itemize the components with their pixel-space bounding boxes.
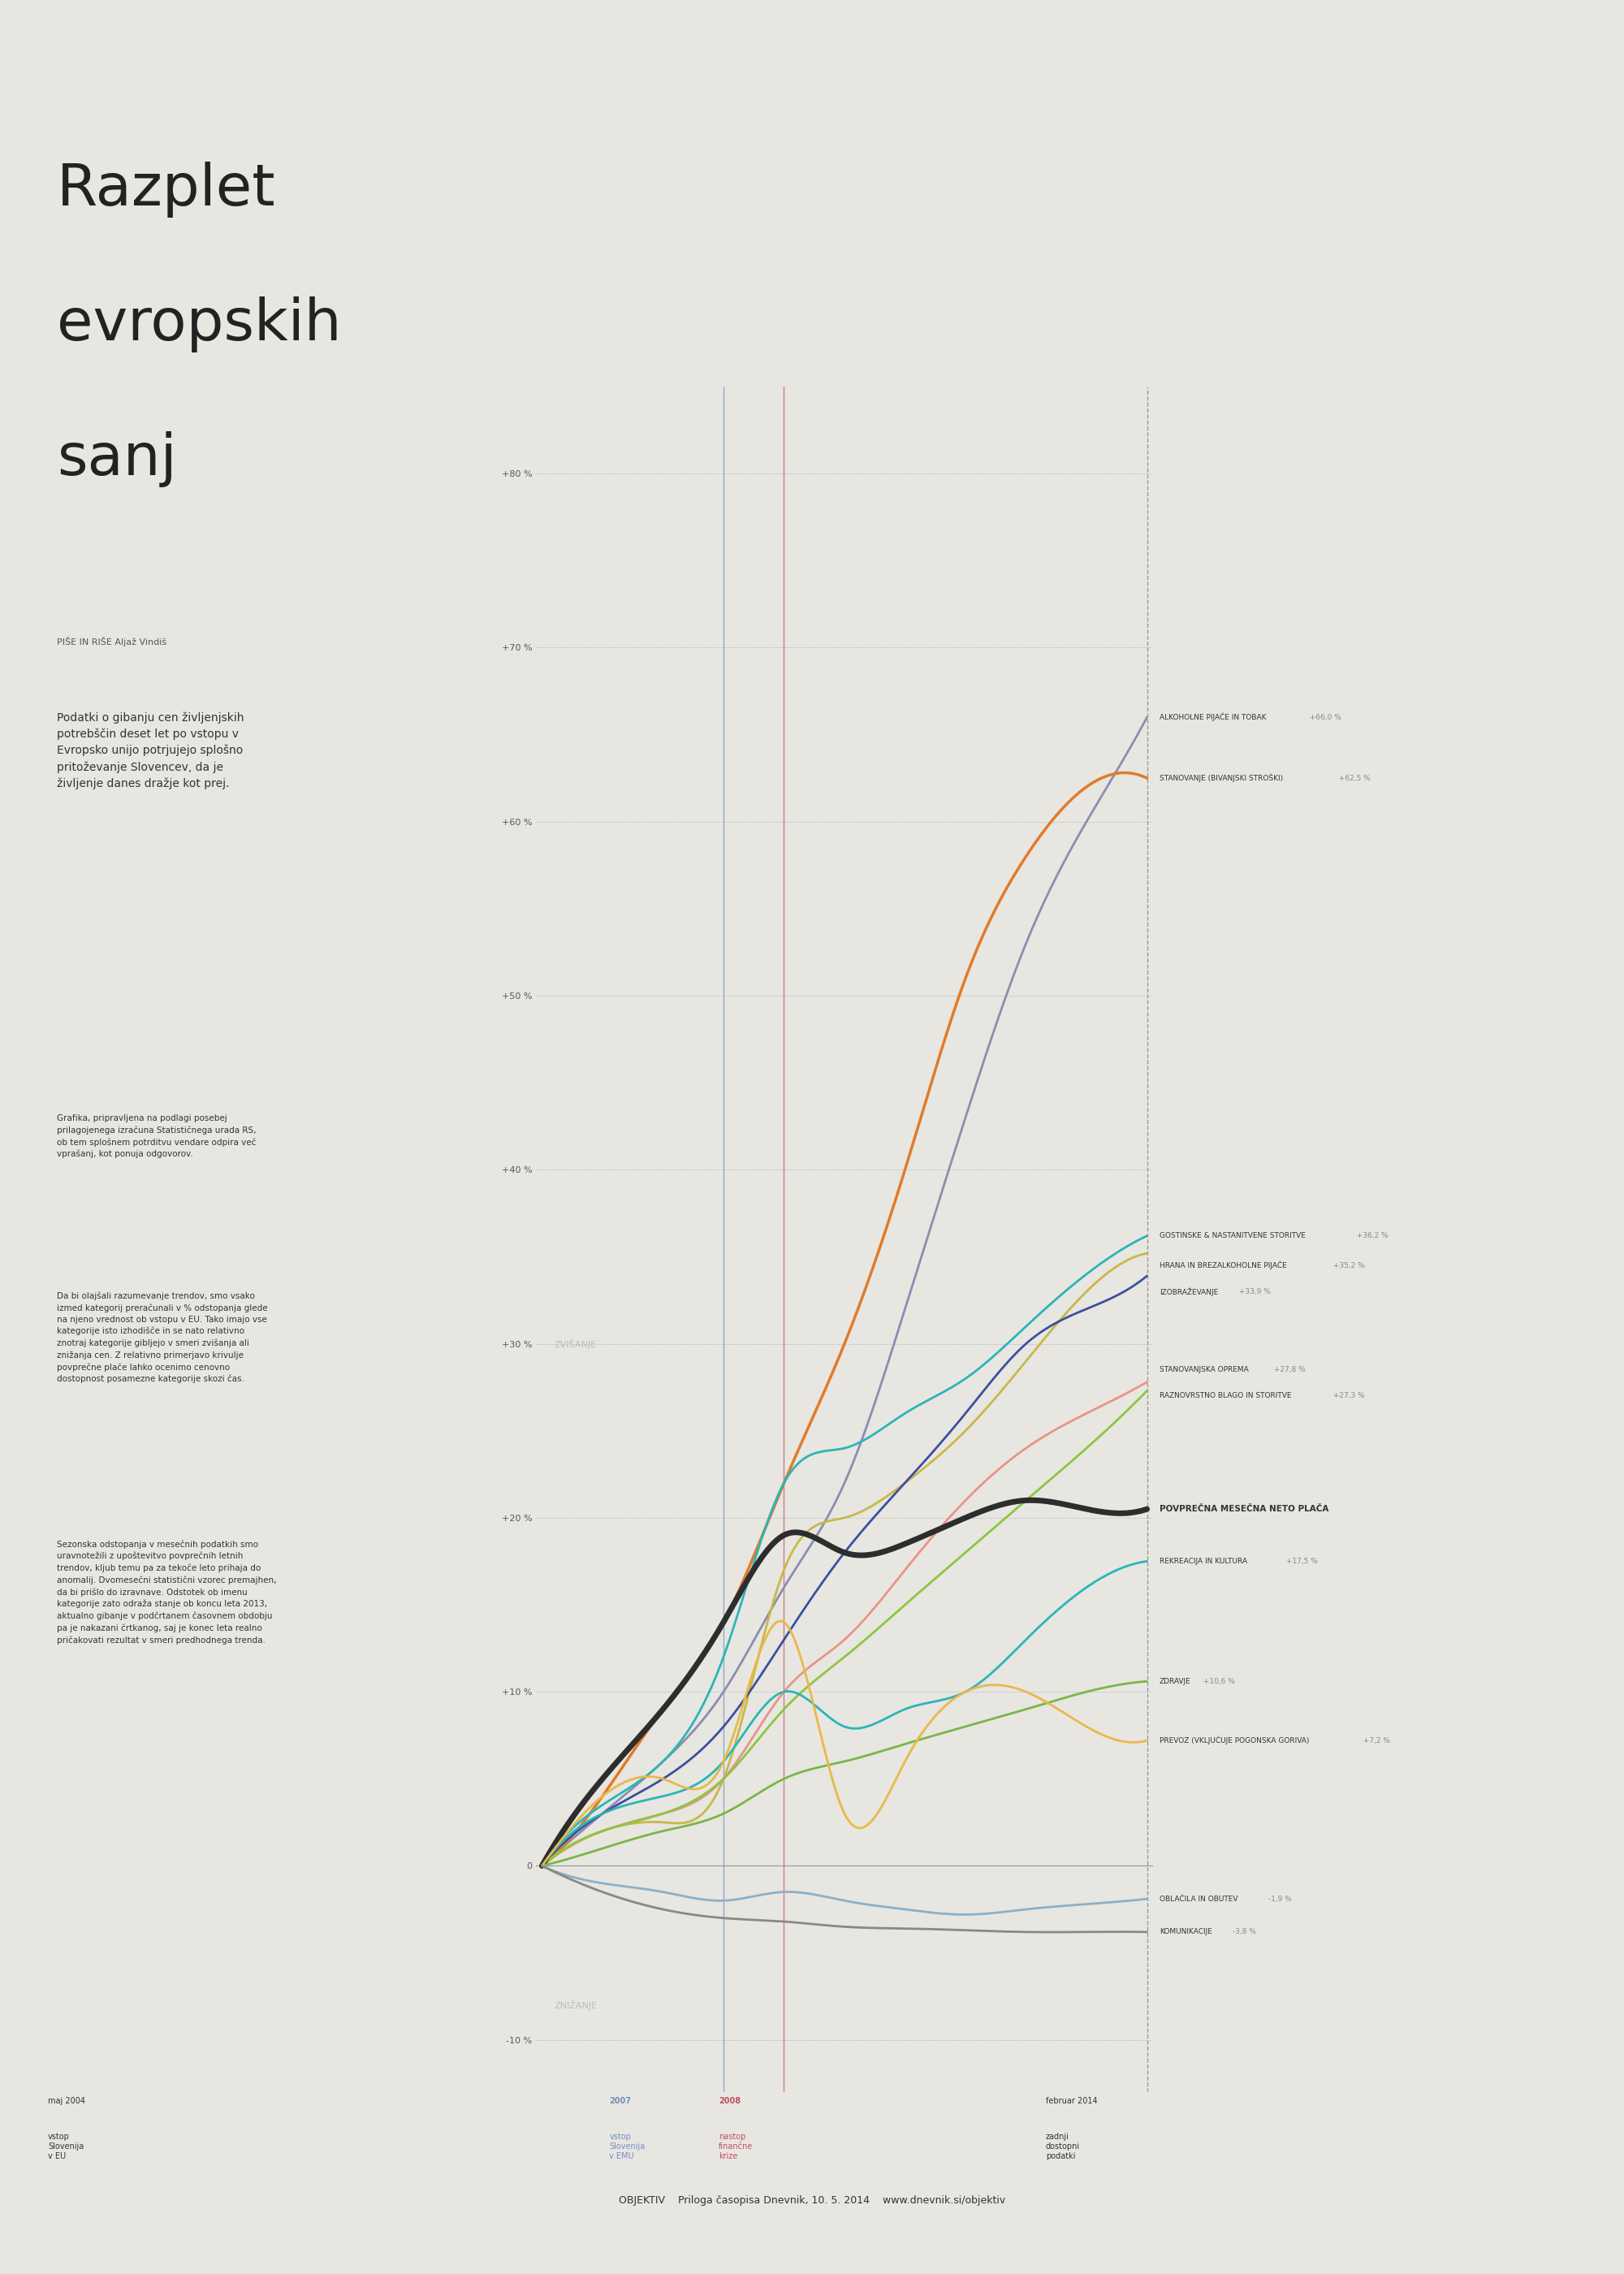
Text: -1,9 %: -1,9 % xyxy=(1267,1894,1291,1903)
Text: ZNIŽANJE: ZNIŽANJE xyxy=(554,2001,598,2010)
Text: PIŠE IN RIŠE Aljaž Vindiš: PIŠE IN RIŠE Aljaž Vindiš xyxy=(57,637,167,646)
Text: RAZNOVRSTNO BLAGO IN STORITVE: RAZNOVRSTNO BLAGO IN STORITVE xyxy=(1160,1392,1291,1399)
Text: +33,9 %: +33,9 % xyxy=(1236,1287,1270,1296)
Text: POVPREČNA MESEČNA NETO PLAČA: POVPREČNA MESEČNA NETO PLAČA xyxy=(1160,1505,1328,1512)
Text: evropskih: evropskih xyxy=(57,296,341,352)
Text: REKREACIJA IN KULTURA: REKREACIJA IN KULTURA xyxy=(1160,1558,1247,1565)
Text: februar 2014: februar 2014 xyxy=(1046,2097,1098,2106)
Text: +10,6 %: +10,6 % xyxy=(1200,1678,1234,1685)
Text: HRANA IN BREZALKOHOLNE PIJAČE: HRANA IN BREZALKOHOLNE PIJAČE xyxy=(1160,1262,1286,1269)
Text: ALKOHOLNE PIJAČE IN TOBAK: ALKOHOLNE PIJAČE IN TOBAK xyxy=(1160,714,1267,721)
Text: Sezonska odstopanja v mesečnih podatkih smo
uravnotežili z upoštevitvo povprečni: Sezonska odstopanja v mesečnih podatkih … xyxy=(57,1539,276,1644)
Text: Grafika, pripravljena na podlagi posebej
prilagojenega izračuna Statističnega ur: Grafika, pripravljena na podlagi posebej… xyxy=(57,1114,257,1157)
Text: +7,2 %: +7,2 % xyxy=(1361,1737,1390,1744)
Text: Da bi olajšali razumevanje trendov, smo vsako
izmed kategorij preračunali v % od: Da bi olajšali razumevanje trendov, smo … xyxy=(57,1292,268,1383)
Text: KOMUNIKACIJE: KOMUNIKACIJE xyxy=(1160,1928,1212,1935)
Text: +36,2 %: +36,2 % xyxy=(1354,1233,1389,1239)
Text: GOSTINSKE & NASTANITVENE STORITVE: GOSTINSKE & NASTANITVENE STORITVE xyxy=(1160,1233,1306,1239)
Text: -3,8 %: -3,8 % xyxy=(1231,1928,1257,1935)
Text: Razplet: Razplet xyxy=(57,161,276,218)
Text: ZVIŠANJE: ZVIŠANJE xyxy=(554,1339,596,1348)
Text: nastop
finančne
krize: nastop finančne krize xyxy=(718,2133,754,2160)
Text: 2007: 2007 xyxy=(609,2097,632,2106)
Text: IZOBRAŽEVANJE: IZOBRAŽEVANJE xyxy=(1160,1287,1218,1296)
Text: OBLAČILA IN OBUTEV: OBLAČILA IN OBUTEV xyxy=(1160,1894,1237,1903)
Text: zadnji
dostopni
podatki: zadnji dostopni podatki xyxy=(1046,2133,1080,2160)
Text: OBJEKTIV    Priloga časopisa Dnevnik, 10. 5. 2014    www.dnevnik.si/objektiv: OBJEKTIV Priloga časopisa Dnevnik, 10. 5… xyxy=(619,2194,1005,2206)
Text: sanj: sanj xyxy=(57,432,177,487)
Text: 2008: 2008 xyxy=(718,2097,741,2106)
Text: +35,2 %: +35,2 % xyxy=(1332,1262,1364,1269)
Text: vstop
Slovenija
v EMU: vstop Slovenija v EMU xyxy=(609,2133,645,2160)
Text: vstop
Slovenija
v EU: vstop Slovenija v EU xyxy=(49,2133,84,2160)
Text: +27,8 %: +27,8 % xyxy=(1272,1367,1306,1373)
Text: PREVOZ (VKLJUČUJE POGONSKA GORIVA): PREVOZ (VKLJUČUJE POGONSKA GORIVA) xyxy=(1160,1737,1309,1744)
Text: +17,5 %: +17,5 % xyxy=(1283,1558,1317,1565)
Text: ZDRAVJE: ZDRAVJE xyxy=(1160,1678,1190,1685)
Text: maj 2004: maj 2004 xyxy=(49,2097,86,2106)
Text: STANOVANJSKA OPREMA: STANOVANJSKA OPREMA xyxy=(1160,1367,1249,1373)
Text: +27,3 %: +27,3 % xyxy=(1332,1392,1364,1399)
Text: Podatki o gibanju cen življenjskih
potrebščin deset let po vstopu v
Evropsko uni: Podatki o gibanju cen življenjskih potre… xyxy=(57,712,244,789)
Text: +62,5 %: +62,5 % xyxy=(1337,775,1371,782)
Text: +66,0 %: +66,0 % xyxy=(1307,714,1341,721)
Text: STANOVANJE (BIVANJSKI STROŠKI): STANOVANJE (BIVANJSKI STROŠKI) xyxy=(1160,773,1283,782)
